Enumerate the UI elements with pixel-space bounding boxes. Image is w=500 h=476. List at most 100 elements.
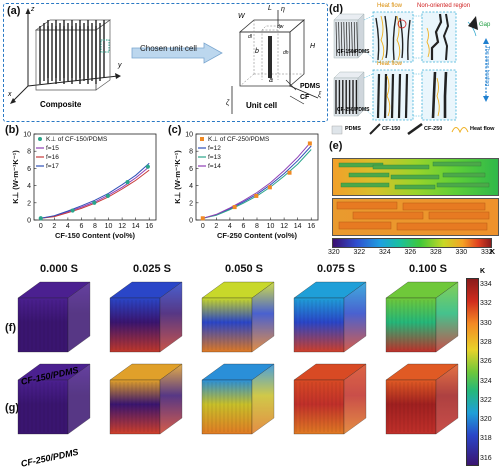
data-point — [125, 180, 130, 185]
series-line-f=15 — [40, 166, 150, 219]
cube-front — [293, 297, 345, 353]
data-point — [70, 208, 75, 213]
data-point — [287, 170, 292, 175]
x-tick-label: 8 — [93, 223, 97, 230]
colorbar-e — [332, 238, 492, 248]
unit-cell-diagram — [231, 10, 319, 114]
d-non-oriented-label: Non-oriented region — [417, 3, 471, 9]
chart-b: 0 2 4 6 8 10 0 2 4 6 8 10 12 14 16 CF-150 Content (vol%… — [11, 132, 157, 240]
colorbar-fg-unit: K — [480, 268, 486, 275]
cube-front — [293, 379, 345, 435]
d-row1-label: CF-150/PDMS — [337, 49, 370, 55]
y-tick-label: 10 — [23, 132, 31, 139]
colorbar-e-tick: 326 — [404, 249, 417, 256]
d-legend-heat-flow: Heat flow — [470, 126, 495, 132]
y-tick-label: 6 — [189, 166, 193, 173]
strip1-fiber — [442, 172, 486, 178]
strip1-fiber — [372, 164, 430, 170]
d-cf150-rod — [351, 21, 353, 57]
colorbar-e-tick: 332 — [481, 249, 493, 256]
strip1-fiber — [432, 161, 482, 167]
d-cf150-rod — [348, 21, 351, 57]
x-tick-label: 6 — [79, 223, 83, 230]
legend-entry: f=12 — [208, 145, 221, 152]
composite-axis-z: z — [31, 6, 35, 13]
unit-cell-axis-zeta: ζ — [226, 100, 230, 107]
colorbar-fg — [466, 278, 479, 466]
sim-strip-cf250 — [332, 198, 499, 236]
legend-entry: f=16 — [46, 154, 59, 161]
d-cf250-fiber — [404, 73, 409, 119]
panel-d-diagram — [331, 11, 489, 136]
d-gap-label: Gap — [479, 22, 491, 28]
panel-a-label: (a) — [7, 5, 21, 17]
cube-side — [67, 281, 91, 353]
time-label: 0.025 S — [133, 263, 171, 275]
d-cf150-fiber — [407, 19, 411, 61]
data-point — [105, 193, 110, 199]
colorbar-e-tick: 328 — [430, 249, 442, 256]
legend-title: K⊥ of CF-250/PDMS — [208, 136, 270, 143]
legend-title: K⊥ of CF-150/PDMS — [46, 136, 108, 143]
data-point — [232, 205, 237, 210]
colorbar-fg-tick: 318 — [480, 435, 492, 443]
x-tick-label: 12 — [280, 223, 288, 230]
legend-entry: f=17 — [46, 163, 59, 170]
panel-g-label: (g) — [5, 402, 20, 414]
colorbar-fg-tick: 324 — [480, 377, 492, 385]
cube-g-3 — [293, 363, 367, 435]
unit-cell-label: Unit cell — [246, 101, 278, 110]
d-row2-label: CF-250/PDMS — [337, 107, 370, 113]
legend-entry: f=14 — [208, 163, 221, 170]
colorbar-e-tick: 330 — [455, 249, 468, 256]
legend-marker — [200, 137, 204, 141]
data-point — [200, 216, 205, 221]
d-cf150-rod — [353, 21, 356, 57]
data-point — [145, 164, 150, 169]
unit-cell-dim-W: W — [238, 13, 245, 20]
cube-front — [109, 379, 161, 435]
d-legend-cf250: CF-250 — [424, 126, 443, 132]
y-axis-label: K⊥ (W·m⁻¹K⁻¹) — [173, 150, 182, 204]
colorbar-e-unit: K — [490, 249, 496, 256]
cube-side — [67, 363, 91, 435]
d-cf150-fiber — [399, 17, 404, 59]
time-label: 0.050 S — [225, 263, 263, 275]
x-tick-label: 0 — [39, 223, 43, 230]
unit-cell-axis-eta: η — [281, 6, 285, 13]
cube-front — [201, 297, 253, 353]
cube-f-0 — [17, 281, 91, 353]
d-cf150-rod — [343, 21, 345, 57]
cube-g-2 — [201, 363, 275, 435]
y-tick-label: 4 — [189, 183, 193, 190]
y-tick-label: 2 — [27, 200, 31, 207]
y-tick-label: 4 — [27, 183, 31, 190]
panel-f-label: (f) — [5, 322, 16, 334]
d-cf250-fiber — [383, 73, 388, 119]
cube-f-4 — [385, 281, 459, 353]
y-tick-label: 8 — [27, 149, 31, 156]
chart-c: 0 2 4 6 8 10 0 2 4 6 8 10 12 14 16 CF-250 Content (vol%… — [173, 132, 319, 240]
composite-axis-y: y — [118, 62, 122, 69]
y-tick-label: 2 — [189, 200, 193, 207]
d-cf250-fiber — [390, 73, 395, 119]
composite-diagram — [10, 8, 121, 104]
x-tick-label: 2 — [214, 223, 218, 230]
x-axis-label: CF-250 Content (vol%) — [217, 231, 298, 240]
strip2-fiber — [338, 221, 392, 230]
d-cf150-fiber — [392, 15, 397, 61]
y-tick-label: 6 — [27, 166, 31, 173]
d-cf250-fiber — [376, 73, 381, 119]
composite-label: Composite — [40, 100, 82, 109]
y-tick-label: 8 — [189, 149, 193, 156]
unit-cell-cf-label: CF — [300, 94, 310, 101]
unit-cell-axis-xi: ξ — [318, 92, 322, 99]
unit-cell-pdms-label: PDMS — [300, 83, 321, 90]
cube-side — [435, 363, 459, 435]
cube-front — [109, 297, 161, 353]
cube-front — [201, 379, 253, 435]
unit-cell-dim-a: a — [269, 77, 273, 84]
data-point — [267, 185, 272, 190]
unit-cell-dim-L: L — [268, 5, 272, 12]
unit-cell-dim-dh: dh — [283, 50, 289, 56]
